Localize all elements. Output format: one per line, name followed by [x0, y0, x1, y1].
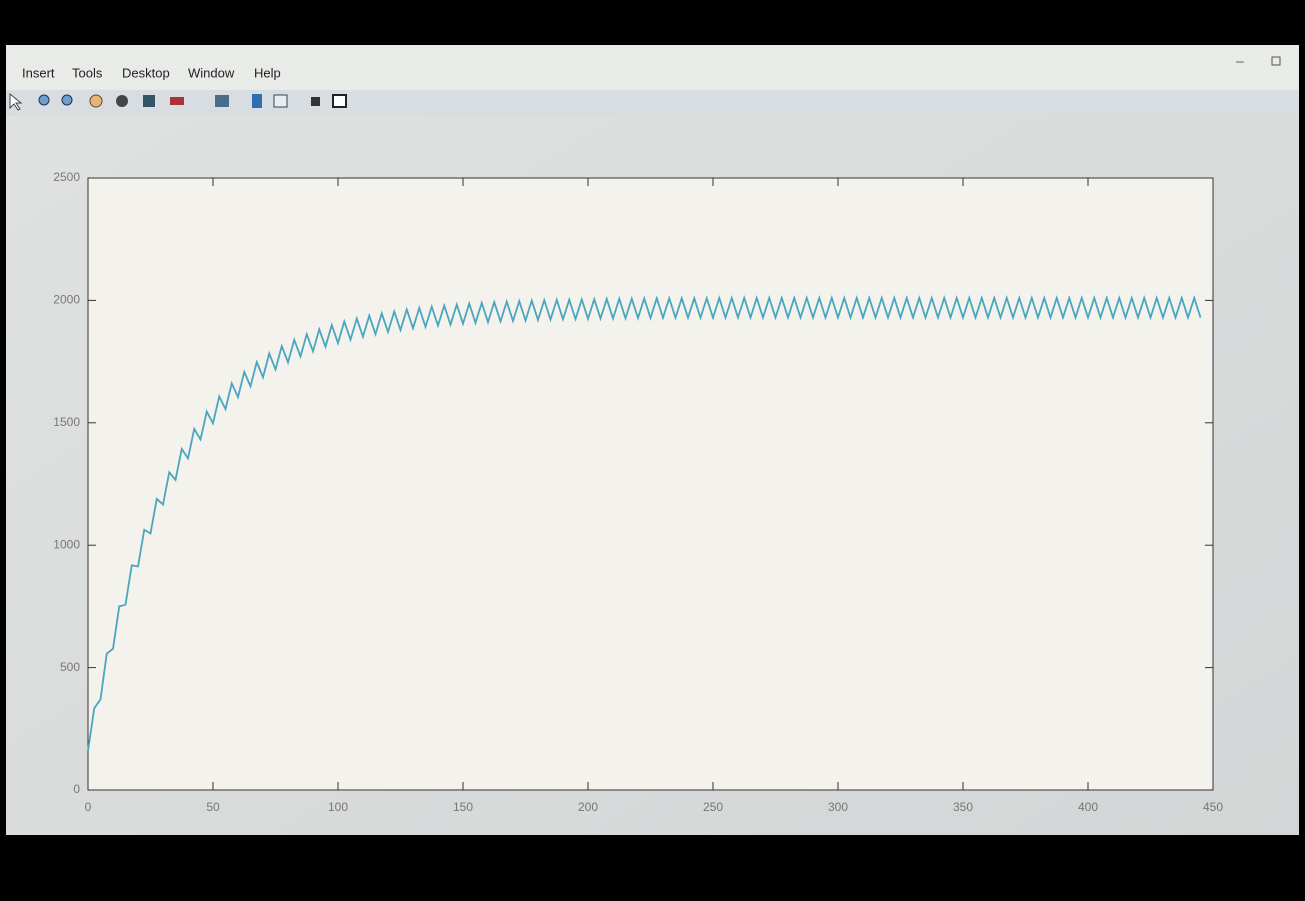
y-tick-label: 0: [73, 782, 80, 796]
datacursor-tool[interactable]: [143, 95, 155, 107]
y-tick-label: 500: [60, 660, 80, 674]
x-tick-label: 350: [953, 800, 973, 814]
x-tick-label: 400: [1078, 800, 1098, 814]
legend-tool[interactable]: [274, 95, 287, 107]
menu-item[interactable]: Tools: [72, 65, 103, 80]
menu-item[interactable]: Insert: [22, 65, 55, 80]
y-tick-label: 2000: [53, 293, 80, 307]
y-tick-label: 1000: [53, 537, 80, 551]
zoom-in-tool[interactable]: [39, 95, 49, 105]
minimize-button[interactable]: –: [1236, 53, 1244, 69]
brush-tool[interactable]: [170, 97, 184, 105]
show-tools[interactable]: [333, 95, 346, 107]
zoom-out-tool[interactable]: [62, 95, 72, 105]
screenshot: InsertToolsDesktopWindowHelp – 050010001…: [0, 0, 1305, 901]
toolbar: [6, 90, 1299, 116]
link-tool[interactable]: [215, 95, 229, 107]
menu-item[interactable]: Help: [254, 65, 281, 80]
x-tick-label: 150: [453, 800, 473, 814]
menu-item[interactable]: Desktop: [122, 65, 170, 80]
hide-tools[interactable]: [311, 97, 320, 106]
y-tick-label: 2500: [53, 170, 80, 184]
colorbar-tool[interactable]: [252, 94, 262, 108]
rotate-tool[interactable]: [116, 95, 128, 107]
plot-area: [88, 178, 1213, 790]
letterbox: [0, 835, 1305, 901]
pan-tool[interactable]: [90, 95, 102, 107]
x-tick-label: 250: [703, 800, 723, 814]
x-tick-label: 200: [578, 800, 598, 814]
x-tick-label: 50: [206, 800, 220, 814]
menu-item[interactable]: Window: [188, 65, 235, 80]
x-tick-label: 0: [85, 800, 92, 814]
x-tick-label: 100: [328, 800, 348, 814]
x-tick-label: 300: [828, 800, 848, 814]
x-tick-label: 450: [1203, 800, 1223, 814]
y-tick-label: 1500: [53, 415, 80, 429]
